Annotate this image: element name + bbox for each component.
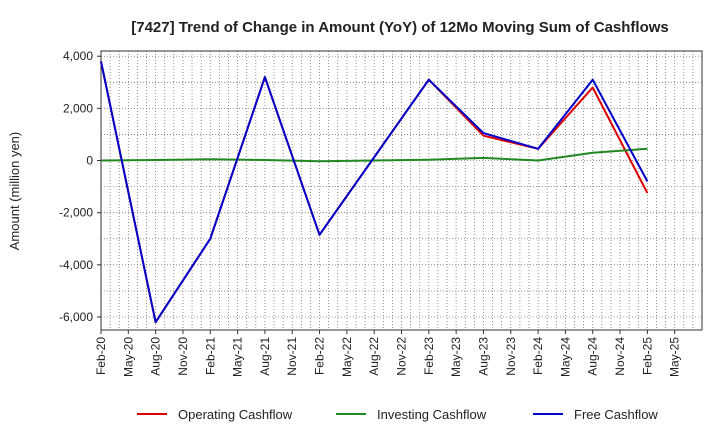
x-tick-label: Feb-21 bbox=[203, 337, 217, 375]
x-tick-label: May-20 bbox=[121, 337, 135, 377]
x-tick-label: Feb-25 bbox=[640, 337, 654, 375]
operating-cashflow-legend-label: Operating Cashflow bbox=[178, 407, 293, 422]
x-tick-label: Feb-24 bbox=[531, 337, 545, 375]
x-tick-label: Feb-23 bbox=[422, 337, 436, 375]
x-tick-label: Aug-22 bbox=[367, 337, 381, 376]
y-tick-label: -4,000 bbox=[59, 258, 93, 272]
investing-cashflow-line bbox=[100, 147, 648, 163]
y-axis-label: Amount (million yen) bbox=[7, 132, 22, 251]
x-tick-label: Feb-22 bbox=[313, 337, 327, 375]
x-tick-label: May-22 bbox=[340, 337, 354, 377]
y-tick-label: 2,000 bbox=[63, 101, 93, 115]
x-tick-label: Aug-23 bbox=[476, 337, 490, 376]
investing-cashflow-legend-label: Investing Cashflow bbox=[377, 407, 487, 422]
y-tick-label: 0 bbox=[86, 154, 93, 168]
free-cashflow-line bbox=[100, 61, 649, 324]
free-cashflow-legend-label: Free Cashflow bbox=[574, 407, 658, 422]
x-tick-label: Nov-22 bbox=[395, 337, 409, 376]
chart-title: [7427] Trend of Change in Amount (YoY) o… bbox=[131, 19, 669, 36]
legend: Operating Cashflow Investing Cashflow Free… bbox=[137, 407, 658, 422]
x-tick-label: May-24 bbox=[558, 337, 572, 377]
x-tick-label: Aug-21 bbox=[258, 337, 272, 376]
x-tick-label: Aug-24 bbox=[586, 337, 600, 376]
x-tick-label: May-23 bbox=[449, 337, 463, 377]
x-tick-label: Nov-24 bbox=[613, 337, 627, 376]
x-tick-label: May-21 bbox=[231, 337, 245, 377]
y-tick-label: -2,000 bbox=[59, 206, 93, 220]
x-tick-label: Aug-20 bbox=[149, 337, 163, 376]
x-tick-label: Nov-23 bbox=[504, 337, 518, 376]
x-tick-label: Nov-21 bbox=[285, 337, 299, 376]
x-tick-label: Feb-20 bbox=[94, 337, 108, 375]
x-tick-label: May-25 bbox=[668, 337, 682, 377]
y-tick-label: 4,000 bbox=[63, 49, 93, 63]
x-tick-label: Nov-20 bbox=[176, 337, 190, 376]
y-tick-label: -6,000 bbox=[59, 310, 93, 324]
